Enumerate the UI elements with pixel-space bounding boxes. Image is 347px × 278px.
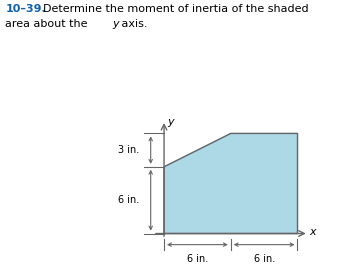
- Text: 10–39.: 10–39.: [5, 4, 46, 14]
- Text: 3 in.: 3 in.: [118, 145, 139, 155]
- Polygon shape: [164, 133, 297, 234]
- Text: 6 in.: 6 in.: [254, 254, 275, 264]
- Text: axis.: axis.: [118, 19, 147, 29]
- Text: x: x: [310, 227, 316, 237]
- Text: 6 in.: 6 in.: [118, 195, 139, 205]
- Text: y: y: [167, 117, 174, 127]
- Text: Determine the moment of inertia of the shaded: Determine the moment of inertia of the s…: [43, 4, 309, 14]
- Text: area about the: area about the: [5, 19, 91, 29]
- Text: 6 in.: 6 in.: [187, 254, 208, 264]
- Text: y: y: [113, 19, 119, 29]
